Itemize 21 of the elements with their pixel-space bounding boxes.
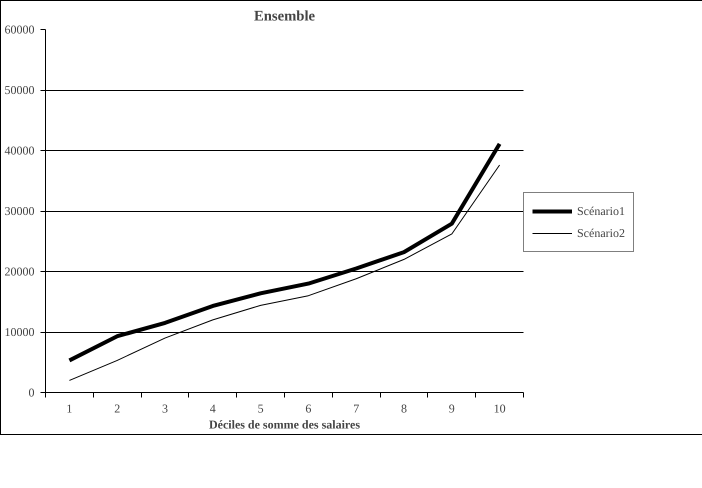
x-tick-label: 4 bbox=[210, 402, 216, 416]
legend-label: Scénario2 bbox=[577, 226, 625, 240]
x-tick-label: 3 bbox=[162, 402, 168, 416]
x-tick-label: 1 bbox=[66, 402, 72, 416]
x-tick-label: 9 bbox=[448, 402, 455, 416]
x-tick-label: 6 bbox=[305, 402, 312, 416]
x-tick-label: 5 bbox=[258, 402, 264, 416]
y-tick-label: 40000 bbox=[4, 144, 34, 158]
chart-title: Ensemble bbox=[254, 8, 316, 24]
legend-label: Scénario1 bbox=[577, 204, 625, 218]
x-tick-label: 8 bbox=[401, 402, 407, 416]
x-axis-title: Déciles de somme des salaires bbox=[208, 418, 360, 432]
x-tick-label: 10 bbox=[494, 402, 506, 416]
x-tick-label: 7 bbox=[353, 402, 360, 416]
y-tick-label: 60000 bbox=[4, 22, 34, 36]
y-tick-label: 30000 bbox=[4, 204, 34, 218]
y-tick-label: 10000 bbox=[4, 325, 34, 339]
x-tick-label: 2 bbox=[114, 402, 120, 416]
y-tick-label: 20000 bbox=[4, 264, 34, 278]
y-tick-label: 50000 bbox=[4, 83, 34, 97]
y-tick-label: 0 bbox=[28, 386, 34, 400]
